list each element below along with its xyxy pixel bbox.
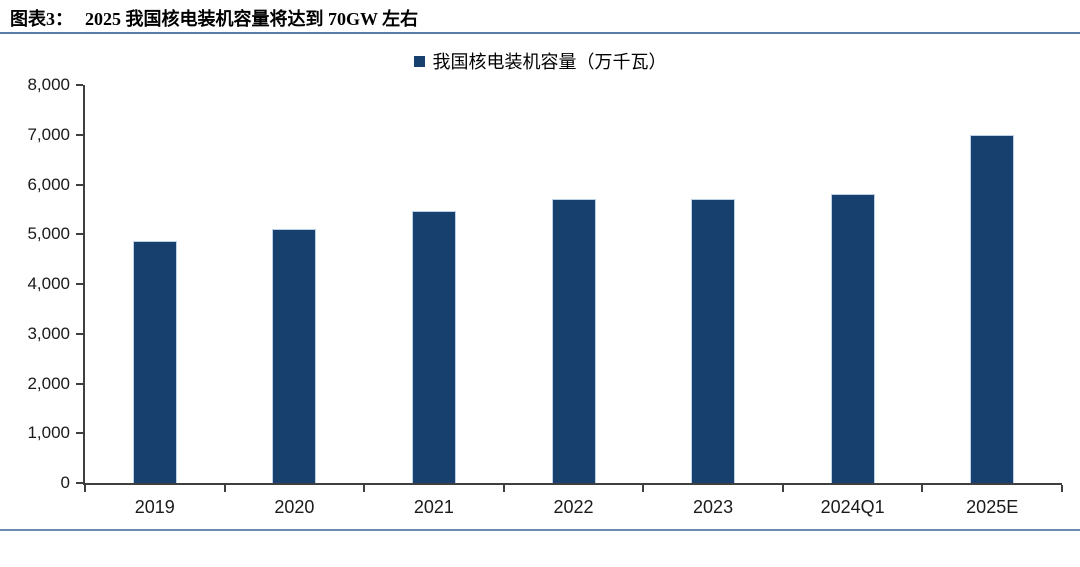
x-tick-label: 2022 (553, 497, 594, 517)
bar-2021 (411, 211, 456, 483)
y-axis-tick (76, 233, 83, 236)
chart-title-prefix: 图表3： (10, 9, 73, 29)
x-tick-label: 2025E (966, 497, 1019, 517)
plot-area (83, 85, 1062, 485)
title-underline (0, 32, 1080, 34)
y-axis-tick (76, 332, 83, 335)
y-axis-tick (76, 133, 83, 136)
chart-title-text: 2025 我国核电装机容量将达到 70GW 左右 (85, 9, 419, 29)
bar-2025E (970, 134, 1015, 483)
y-tick-label: 7,000 (27, 124, 70, 144)
x-tick-label: 2021 (413, 497, 454, 517)
chart-title: 图表3： 2025 我国核电装机容量将达到 70GW 左右 (10, 5, 418, 31)
y-tick-label: 3,000 (27, 323, 70, 343)
y-tick-label: 8,000 (27, 75, 70, 94)
bar-2024Q1 (830, 194, 875, 483)
x-axis-tick (363, 485, 366, 492)
bottom-rule (0, 529, 1080, 531)
y-axis-tick (76, 283, 83, 285)
x-axis-tick (781, 485, 784, 492)
x-tick-label: 2024Q1 (820, 497, 885, 517)
x-tick-label: 2019 (134, 497, 175, 517)
y-tick-label: 1,000 (27, 423, 70, 443)
y-axis-tick (76, 382, 83, 385)
x-tick-label: 2020 (274, 497, 315, 517)
x-axis-tick (642, 485, 645, 492)
x-axis-tick (1061, 485, 1063, 492)
legend-label: 我国核电装机容量（万千瓦） (432, 52, 667, 72)
y-axis-tick (76, 183, 83, 186)
bar-2020 (272, 229, 317, 483)
y-tick-label: 4,000 (27, 274, 70, 293)
y-tick-label: 0 (60, 473, 70, 492)
y-tick-label: 6,000 (27, 174, 70, 194)
bar-2023 (691, 199, 736, 483)
legend-marker-icon (413, 55, 425, 67)
x-axis-tick (223, 485, 226, 492)
y-tick-label: 5,000 (27, 224, 70, 244)
x-tick-label: 2023 (693, 497, 734, 517)
bar-2019 (132, 240, 177, 483)
y-axis-tick (76, 432, 83, 435)
y-tick-label: 2,000 (27, 373, 70, 393)
chart-legend: 我国核电装机容量（万千瓦） (0, 48, 1080, 74)
x-axis-tick (84, 485, 86, 492)
x-axis-tick (921, 485, 924, 492)
bar-2022 (551, 199, 596, 483)
y-axis-tick (76, 84, 83, 86)
x-axis-tick (502, 485, 505, 492)
y-axis-tick (76, 482, 83, 484)
